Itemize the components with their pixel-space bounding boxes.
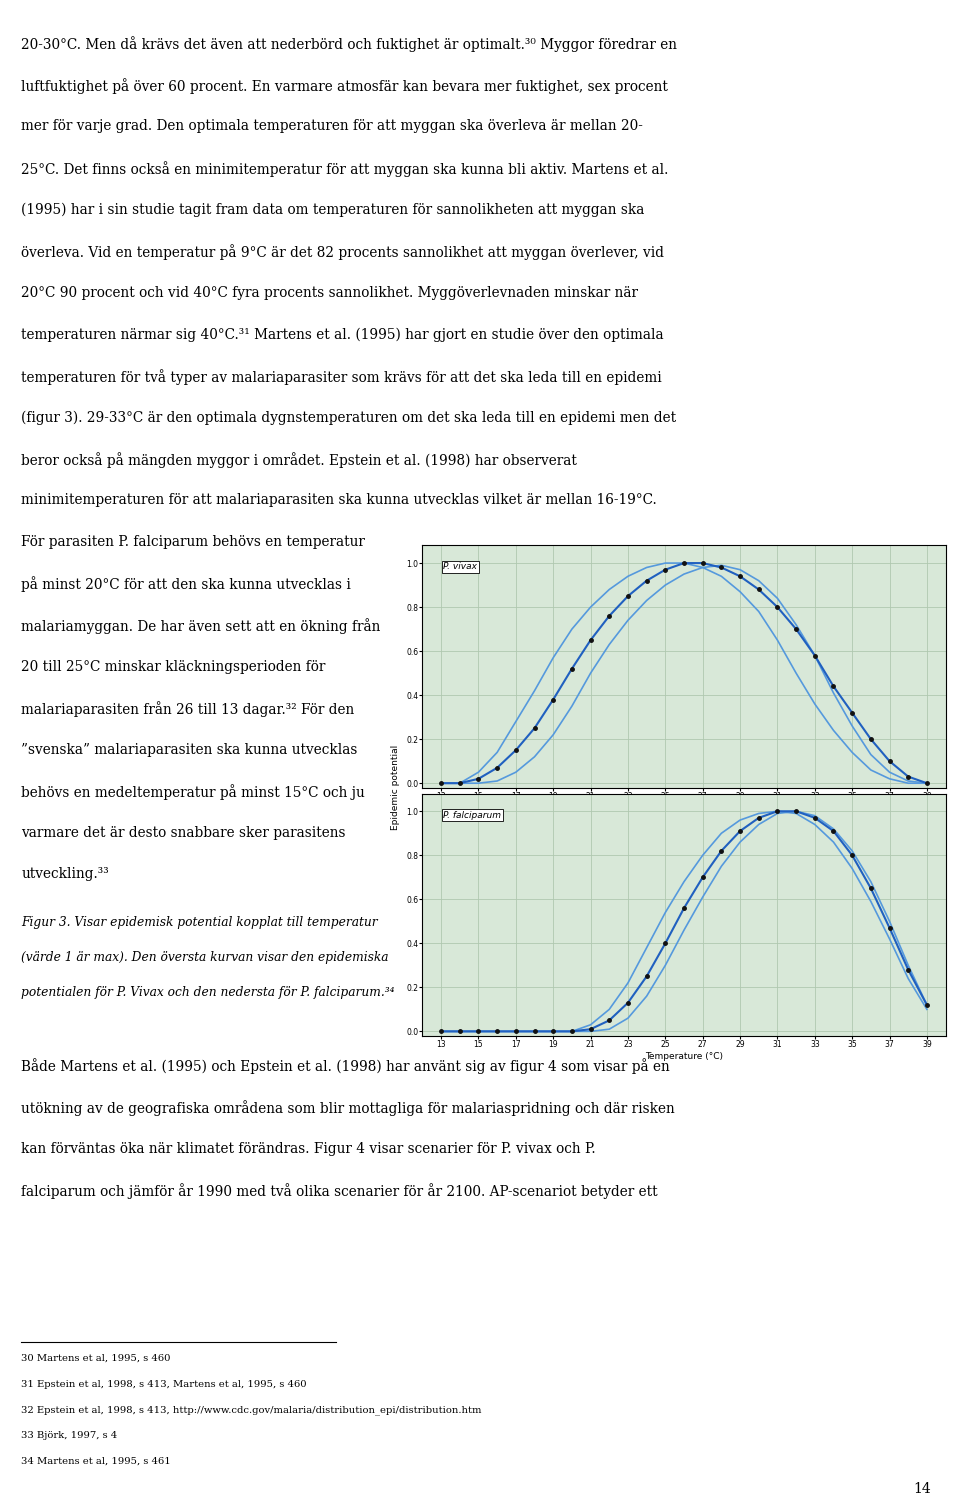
Text: 30 Martens et al, 1995, s 460: 30 Martens et al, 1995, s 460 <box>21 1354 171 1363</box>
Text: falciparum och jämför år 1990 med två olika scenarier för år 2100. AP-scenariot : falciparum och jämför år 1990 med två ol… <box>21 1183 658 1200</box>
Text: För parasiten P. falciparum behövs en temperatur: För parasiten P. falciparum behövs en te… <box>21 535 365 548</box>
Text: utökning av de geografiska områdena som blir mottagliga för malariaspridning och: utökning av de geografiska områdena som … <box>21 1100 675 1117</box>
Text: 32 Epstein et al, 1998, s 413, http://www.cdc.gov/malaria/distribution_epi/distr: 32 Epstein et al, 1998, s 413, http://ww… <box>21 1405 482 1414</box>
Text: 34 Martens et al, 1995, s 461: 34 Martens et al, 1995, s 461 <box>21 1457 171 1466</box>
Text: 20°C 90 procent och vid 40°C fyra procents sannolikhet. Myggöverlevnaden minskar: 20°C 90 procent och vid 40°C fyra procen… <box>21 286 638 299</box>
Text: behövs en medeltemperatur på minst 15°C och ju: behövs en medeltemperatur på minst 15°C … <box>21 784 365 801</box>
Text: 20 till 25°C minskar kläckningsperioden för: 20 till 25°C minskar kläckningsperioden … <box>21 659 325 674</box>
Text: 25°C. Det finns också en minimitemperatur för att myggan ska kunna bli aktiv. Ma: 25°C. Det finns också en minimitemperatu… <box>21 160 668 177</box>
Text: utveckling.³³: utveckling.³³ <box>21 867 108 881</box>
Text: ”svenska” malariaparasiten ska kunna utvecklas: ”svenska” malariaparasiten ska kunna utv… <box>21 742 357 757</box>
Text: Både Martens et al. (1995) och Epstein et al. (1998) har använt sig av figur 4 s: Både Martens et al. (1995) och Epstein e… <box>21 1058 670 1074</box>
Text: (1995) har i sin studie tagit fram data om temperaturen för sannolikheten att my: (1995) har i sin studie tagit fram data … <box>21 202 644 218</box>
Text: (figur 3). 29-33°C är den optimala dygnstemperaturen om det ska leda till en epi: (figur 3). 29-33°C är den optimala dygns… <box>21 409 676 425</box>
Text: temperaturen närmar sig 40°C.³¹ Martens et al. (1995) har gjort en studie över d: temperaturen närmar sig 40°C.³¹ Martens … <box>21 326 663 341</box>
Text: potentialen för P. Vivax och den nedersta för P. falciparum.³⁴: potentialen för P. Vivax och den nederst… <box>21 985 395 999</box>
Text: Epidemic potential: Epidemic potential <box>391 745 400 830</box>
Text: 20-30°C. Men då krävs det även att nederbörd och fuktighet är optimalt.³⁰ Myggor: 20-30°C. Men då krävs det även att neder… <box>21 36 677 53</box>
Text: Figur 3. Visar epidemisk potential kopplat till temperatur: Figur 3. Visar epidemisk potential koppl… <box>21 916 377 929</box>
Text: beror också på mängden myggor i området. Epstein et al. (1998) har observerat: beror också på mängden myggor i området.… <box>21 452 577 468</box>
X-axis label: Temperature (°C): Temperature (°C) <box>645 1052 723 1061</box>
Text: varmare det är desto snabbare sker parasitens: varmare det är desto snabbare sker paras… <box>21 825 346 840</box>
Text: 14: 14 <box>914 1482 931 1496</box>
Text: P. vivax: P. vivax <box>444 562 477 571</box>
Text: 31 Epstein et al, 1998, s 413, Martens et al, 1995, s 460: 31 Epstein et al, 1998, s 413, Martens e… <box>21 1380 307 1389</box>
Text: temperaturen för två typer av malariaparasiter som krävs för att det ska leda ti: temperaturen för två typer av malariapar… <box>21 369 661 385</box>
Text: 33 Björk, 1997, s 4: 33 Björk, 1997, s 4 <box>21 1431 117 1440</box>
Text: malariamyggan. De har även sett att en ökning från: malariamyggan. De har även sett att en ö… <box>21 618 380 635</box>
Text: minimitemperaturen för att malariaparasiten ska kunna utvecklas vilket är mellan: minimitemperaturen för att malariaparasi… <box>21 493 657 508</box>
Text: (värde 1 är max). Den översta kurvan visar den epidemiska: (värde 1 är max). Den översta kurvan vis… <box>21 950 389 964</box>
Text: mer för varje grad. Den optimala temperaturen för att myggan ska överleva är mel: mer för varje grad. Den optimala tempera… <box>21 119 643 133</box>
Text: överleva. Vid en temperatur på 9°C är det 82 procents sannolikhet att myggan öve: överleva. Vid en temperatur på 9°C är de… <box>21 243 664 260</box>
Text: luftfuktighet på över 60 procent. En varmare atmosfär kan bevara mer fuktighet, : luftfuktighet på över 60 procent. En var… <box>21 77 668 94</box>
Text: P. falciparum: P. falciparum <box>444 810 501 819</box>
Text: på minst 20°C för att den ska kunna utvecklas i: på minst 20°C för att den ska kunna utve… <box>21 576 351 592</box>
Text: kan förväntas öka när klimatet förändras. Figur 4 visar scenarier för P. vivax o: kan förväntas öka när klimatet förändras… <box>21 1141 596 1156</box>
Text: malariaparasiten från 26 till 13 dagar.³² För den: malariaparasiten från 26 till 13 dagar.³… <box>21 701 354 718</box>
